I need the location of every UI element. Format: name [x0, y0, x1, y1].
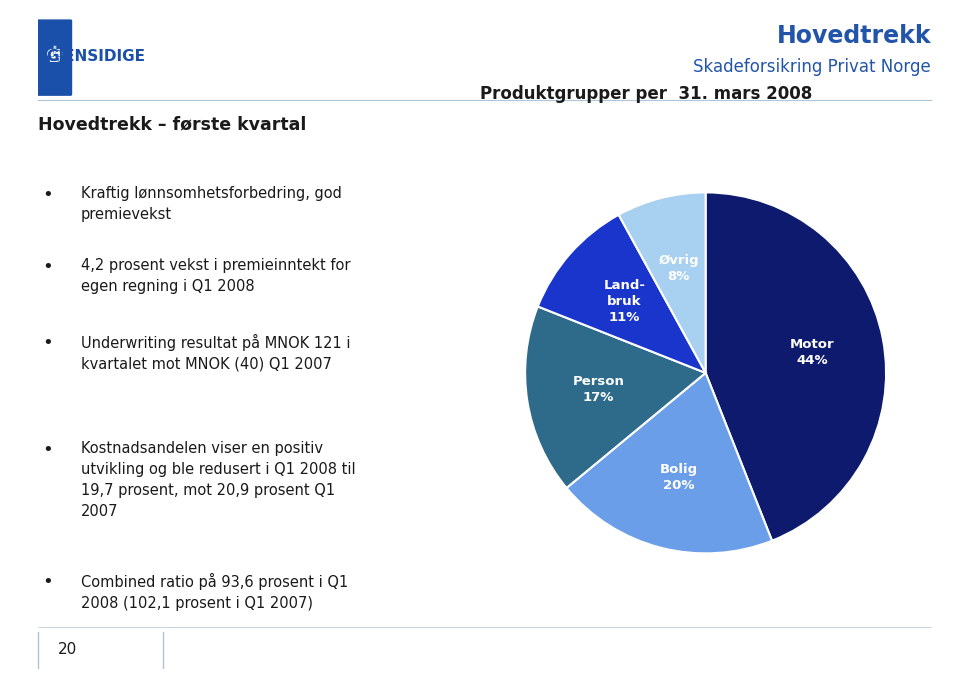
- Text: Motor
44%: Motor 44%: [790, 338, 834, 367]
- Text: 20: 20: [58, 642, 77, 657]
- Text: Kraftig lønnsomhetsforbedring, god
premievekst: Kraftig lønnsomhetsforbedring, god premi…: [81, 186, 342, 222]
- Text: Skadeforsikring Privat Norge: Skadeforsikring Privat Norge: [693, 58, 931, 76]
- Text: Bolig
20%: Bolig 20%: [660, 463, 698, 492]
- Text: Hovedtrekk – første kvartal: Hovedtrekk – første kvartal: [38, 115, 307, 134]
- Text: Person
17%: Person 17%: [573, 376, 625, 404]
- Wedge shape: [618, 193, 706, 373]
- Wedge shape: [706, 193, 886, 541]
- Text: Land-
bruk
11%: Land- bruk 11%: [604, 279, 645, 324]
- Wedge shape: [525, 306, 706, 488]
- Wedge shape: [538, 215, 706, 373]
- Text: •: •: [42, 573, 54, 591]
- Text: •: •: [42, 186, 54, 205]
- Text: Øvrig
8%: Øvrig 8%: [659, 254, 699, 283]
- Wedge shape: [566, 373, 772, 553]
- Text: Produktgrupper per  31. mars 2008: Produktgrupper per 31. mars 2008: [480, 85, 812, 103]
- Text: •: •: [42, 441, 54, 459]
- Text: GJENSIDIGE: GJENSIDIGE: [46, 49, 146, 64]
- Text: Hovedtrekk: Hovedtrekk: [777, 24, 931, 47]
- FancyBboxPatch shape: [36, 20, 72, 96]
- Text: •: •: [42, 258, 54, 276]
- Text: ♚: ♚: [44, 46, 64, 66]
- Text: •: •: [42, 334, 54, 352]
- Text: Underwriting resultat på MNOK 121 i
kvartalet mot MNOK (40) Q1 2007: Underwriting resultat på MNOK 121 i kvar…: [81, 334, 350, 372]
- Text: Kostnadsandelen viser en positiv
utvikling og ble redusert i Q1 2008 til
19,7 pr: Kostnadsandelen viser en positiv utvikli…: [81, 441, 355, 519]
- Text: 4,2 prosent vekst i premieinntekt for
egen regning i Q1 2008: 4,2 prosent vekst i premieinntekt for eg…: [81, 258, 350, 294]
- Text: Combined ratio på 93,6 prosent i Q1
2008 (102,1 prosent i Q1 2007): Combined ratio på 93,6 prosent i Q1 2008…: [81, 573, 348, 611]
